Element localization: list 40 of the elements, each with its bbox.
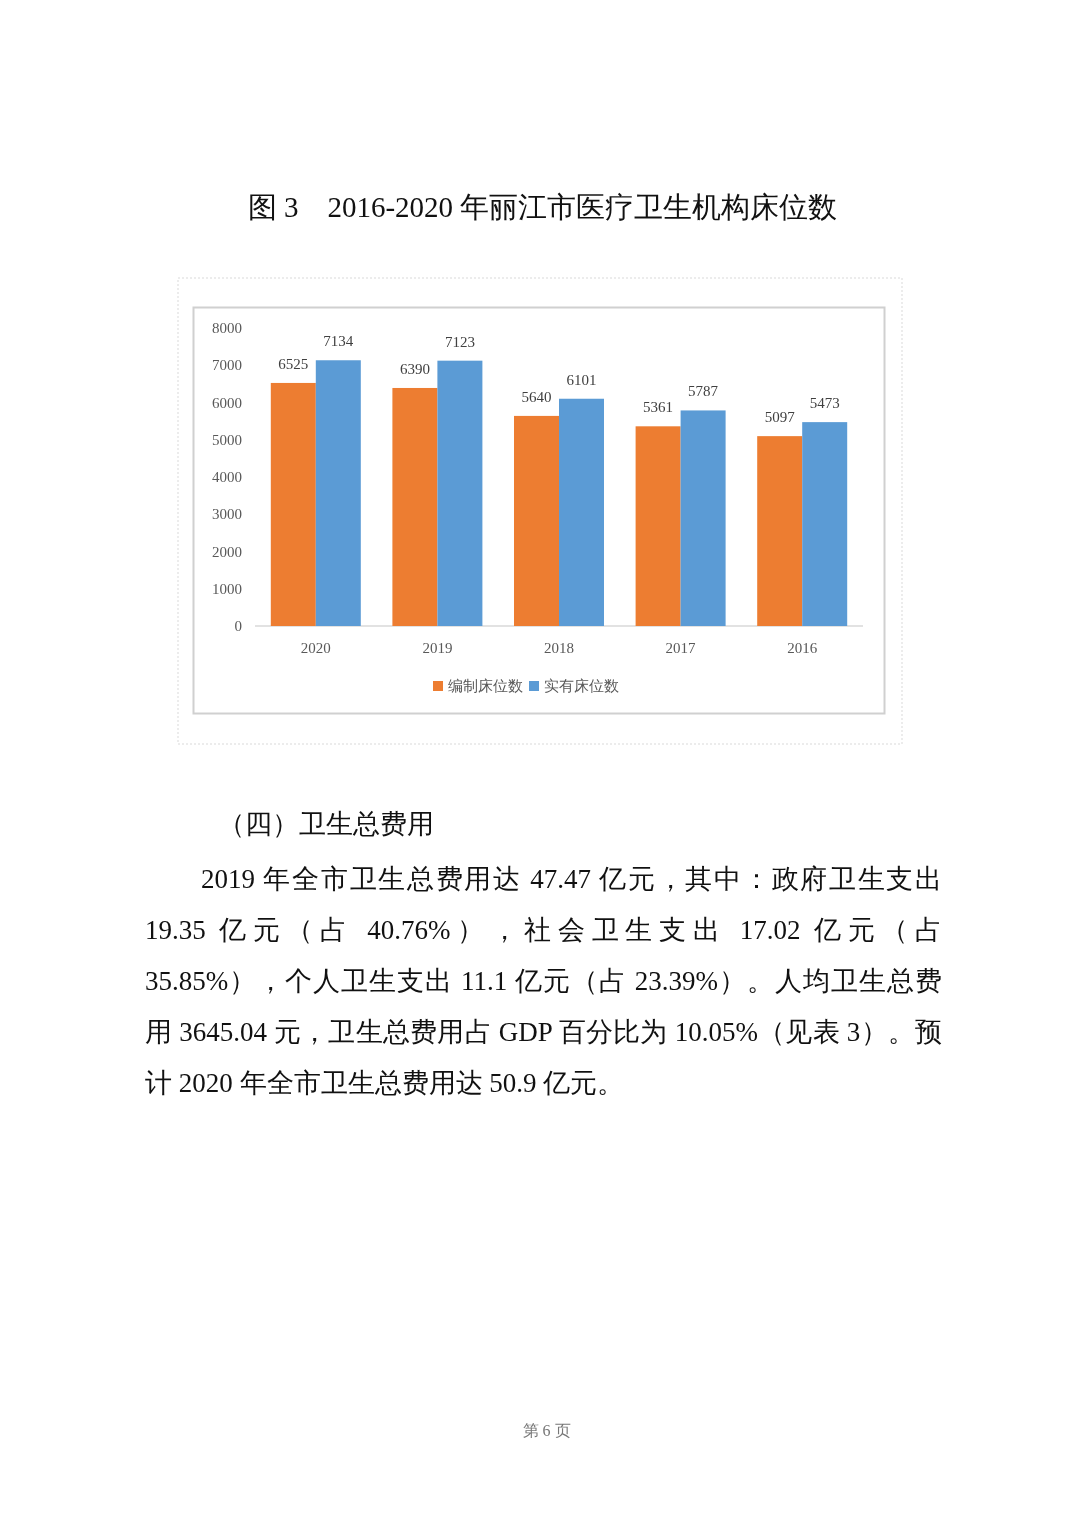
text: 第 6 页 — [521, 1421, 572, 1441]
bar — [757, 436, 803, 626]
y-tick-label: 4000 — [212, 469, 242, 485]
bar — [802, 422, 848, 626]
bar — [270, 382, 316, 626]
bar — [392, 387, 438, 626]
data-label: 7134 — [323, 333, 354, 350]
text: （四）卫生总费用 — [218, 808, 434, 841]
data-label: 6525 — [278, 355, 309, 372]
y-tick-label: 8000 — [212, 320, 242, 336]
y-tick-label: 2000 — [212, 543, 242, 560]
y-tick-label: 6000 — [212, 394, 242, 411]
bar — [635, 426, 681, 626]
legend-label: 编制床位数 — [448, 677, 523, 695]
bar — [315, 360, 361, 626]
x-tick-label: 2018 — [544, 640, 574, 656]
text: 2019 年全市卫生总费用达 47.47 亿元，其中：政府卫生支出 19.35 亿元（占 40.76%），社会卫生支出 17.02 亿元（占 35.85%），个人卫生支出 11.1 亿元（占 23.39%）。人均卫生总费用 3645.04 元，卫生总费用占 GDP 百分比为 10.05%（见表 3）。预计 2020 年全市卫生总费用达 50.9 亿元。 — [145, 863, 942, 1100]
x-tick-label: 2019 — [422, 640, 453, 656]
bar — [437, 360, 483, 626]
x-tick-label: 2016 — [787, 640, 818, 656]
y-tick-label: 5000 — [212, 431, 242, 448]
y-tick-label: 7000 — [212, 357, 242, 374]
y-tick-label: 1000 — [212, 580, 242, 597]
data-label: 5640 — [521, 388, 552, 405]
data-label: 5097 — [764, 409, 796, 426]
data-label: 5361 — [643, 399, 674, 416]
bar — [514, 415, 559, 626]
data-label: 5473 — [809, 395, 840, 412]
y-tick-label: 3000 — [212, 506, 242, 523]
bar — [559, 398, 604, 626]
legend-label: 实有床位数 — [544, 677, 619, 695]
data-label: 5787 — [688, 383, 719, 400]
data-label: 7123 — [444, 333, 475, 350]
chart-title: 图 3 2016-2020 年丽江市医疗卫生机构床位数 — [246, 190, 839, 225]
data-label: 6390 — [399, 360, 430, 377]
y-tick-label: 0 — [234, 618, 242, 634]
x-tick-label: 2017 — [665, 640, 697, 656]
bar — [680, 410, 726, 626]
x-tick-label: 2020 — [300, 640, 331, 656]
data-label: 6101 — [566, 371, 597, 388]
